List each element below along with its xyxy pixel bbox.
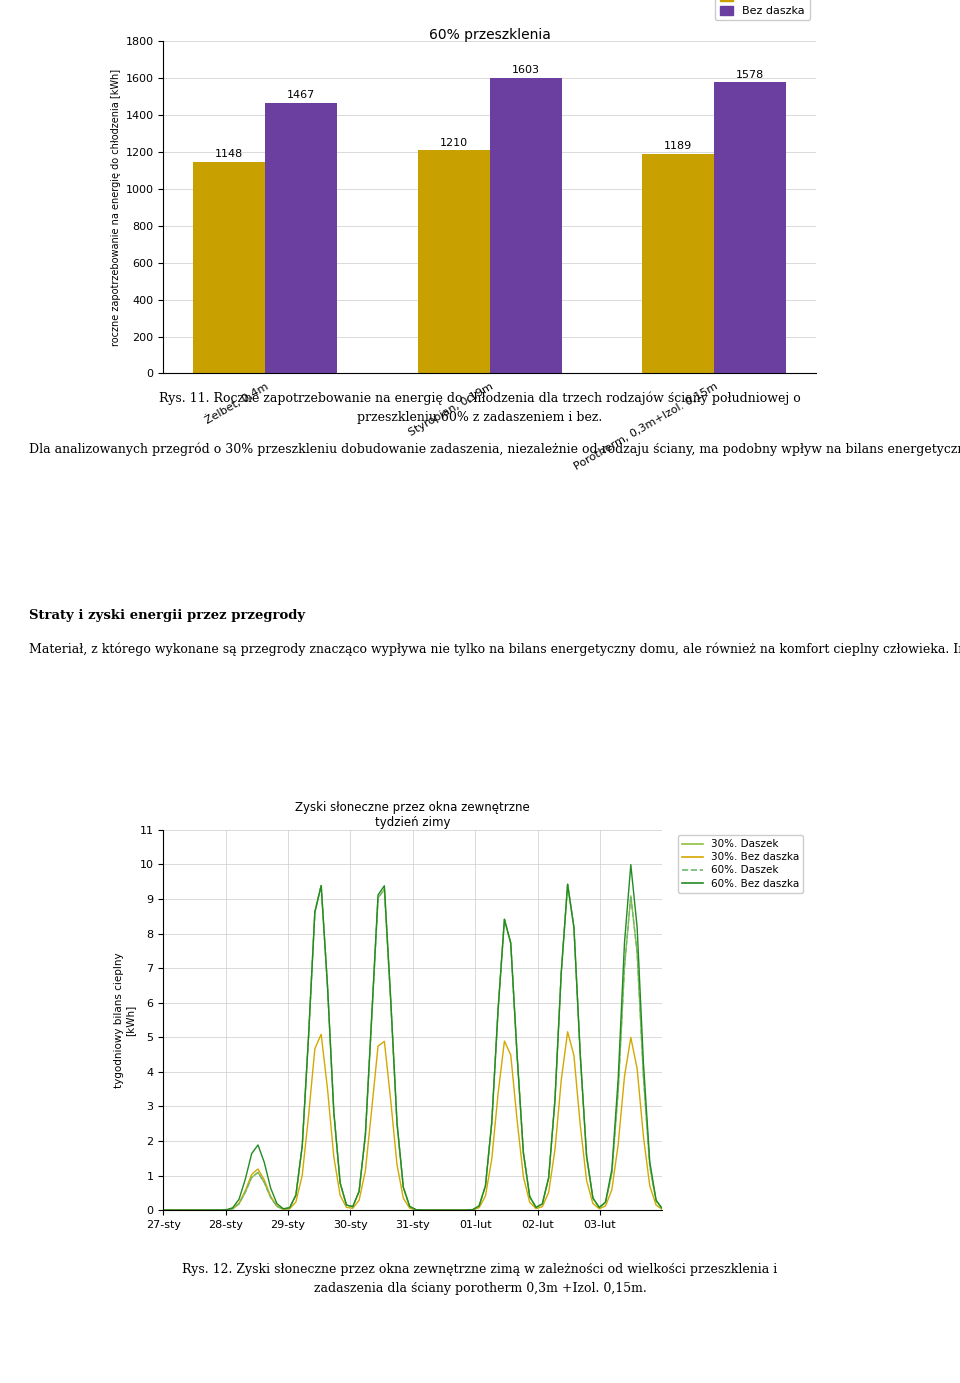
Line: 60%. Daszek: 60%. Daszek bbox=[163, 884, 662, 1210]
Text: Dla analizowanych przegród o 30% przeszkleniu dobudowanie zadaszenia, niezależni: Dla analizowanych przegród o 30% przeszk… bbox=[29, 443, 960, 456]
Text: 1148: 1148 bbox=[215, 149, 243, 159]
30%. Daszek bbox=[454, 1202, 466, 1218]
Legend: Z daszkiem, Bez daszka: Z daszkiem, Bez daszka bbox=[715, 0, 810, 21]
Line: 60%. Bez daszka: 60%. Bez daszka bbox=[163, 864, 662, 1210]
30%. Daszek bbox=[562, 875, 573, 892]
60%. Bez daszka bbox=[454, 1202, 466, 1218]
60%. Daszek bbox=[657, 1200, 668, 1217]
30%. Bez daszka bbox=[454, 1202, 466, 1218]
60%. Daszek bbox=[562, 875, 573, 892]
60%. Bez daszka bbox=[625, 856, 636, 873]
Line: 30%. Bez daszka: 30%. Bez daszka bbox=[163, 1032, 662, 1210]
30%. Daszek bbox=[498, 911, 510, 928]
30%. Bez daszka bbox=[657, 1202, 668, 1218]
Text: Rys. 12. Zyski słoneczne przez okna zewnętrzne zimą w zależności od wielkości pr: Rys. 12. Zyski słoneczne przez okna zewn… bbox=[182, 1263, 778, 1294]
60%. Bez daszka bbox=[461, 1202, 472, 1218]
Title: 60% przeszklenia: 60% przeszklenia bbox=[429, 28, 550, 41]
Text: 1189: 1189 bbox=[664, 141, 692, 151]
Text: 1210: 1210 bbox=[440, 137, 468, 148]
30%. Daszek bbox=[657, 1200, 668, 1217]
Text: Straty i zyski energii przez przegrody: Straty i zyski energii przez przegrody bbox=[29, 609, 305, 621]
30%. Daszek bbox=[461, 1202, 472, 1218]
30%. Bez daszka bbox=[461, 1202, 472, 1218]
Bar bbox=[642, 154, 714, 373]
30%. Bez daszka bbox=[480, 1188, 492, 1205]
30%. Bez daszka bbox=[498, 1033, 510, 1050]
30%. Bez daszka bbox=[562, 1023, 573, 1040]
60%. Daszek bbox=[498, 911, 510, 928]
Title: Zyski słoneczne przez okna zewnętrzne
tydzień zimy: Zyski słoneczne przez okna zewnętrzne ty… bbox=[296, 801, 530, 828]
60%. Daszek bbox=[454, 1202, 466, 1218]
Text: 1467: 1467 bbox=[287, 90, 315, 100]
Bar bbox=[418, 151, 490, 373]
30%. Daszek bbox=[157, 1202, 169, 1218]
60%. Bez daszka bbox=[157, 1202, 169, 1218]
60%. Daszek bbox=[378, 881, 390, 898]
30%. Daszek bbox=[606, 1164, 617, 1181]
60%. Daszek bbox=[157, 1202, 169, 1218]
30%. Daszek bbox=[378, 881, 390, 898]
Bar bbox=[714, 83, 786, 373]
Legend: 30%. Daszek, 30%. Bez daszka, 60%. Daszek, 60%. Bez daszka: 30%. Daszek, 30%. Bez daszka, 60%. Dasze… bbox=[678, 835, 804, 892]
30%. Bez daszka bbox=[606, 1181, 617, 1198]
Bar bbox=[490, 77, 562, 373]
Bar bbox=[193, 162, 265, 373]
60%. Daszek bbox=[461, 1202, 472, 1218]
30%. Bez daszka bbox=[378, 1033, 390, 1050]
30%. Bez daszka bbox=[157, 1202, 169, 1218]
Line: 30%. Daszek: 30%. Daszek bbox=[163, 884, 662, 1210]
Text: 1578: 1578 bbox=[736, 69, 764, 80]
Bar bbox=[265, 102, 337, 373]
60%. Bez daszka bbox=[657, 1200, 668, 1217]
60%. Bez daszka bbox=[600, 1194, 612, 1210]
60%. Bez daszka bbox=[480, 1177, 492, 1194]
Text: Rys. 11. Roczne zapotrzebowanie na energię do chłodzenia dla trzech rodzajów ści: Rys. 11. Roczne zapotrzebowanie na energ… bbox=[159, 391, 801, 425]
60%. Daszek bbox=[480, 1177, 492, 1194]
Y-axis label: tygodniowy bilans cieplny
[kWh]: tygodniowy bilans cieplny [kWh] bbox=[113, 952, 135, 1088]
60%. Bez daszka bbox=[498, 911, 510, 928]
Text: Materiał, z którego wykonane są przegrody znacząco wypływa nie tylko na bilans e: Materiał, z którego wykonane są przegrod… bbox=[29, 642, 960, 656]
60%. Daszek bbox=[606, 1164, 617, 1181]
60%. Bez daszka bbox=[378, 877, 390, 893]
Text: 1603: 1603 bbox=[512, 65, 540, 75]
Y-axis label: roczne zapotrzebowanie na energię do chłodzenia [kWh]: roczne zapotrzebowanie na energię do chł… bbox=[111, 69, 121, 346]
30%. Daszek bbox=[480, 1177, 492, 1194]
